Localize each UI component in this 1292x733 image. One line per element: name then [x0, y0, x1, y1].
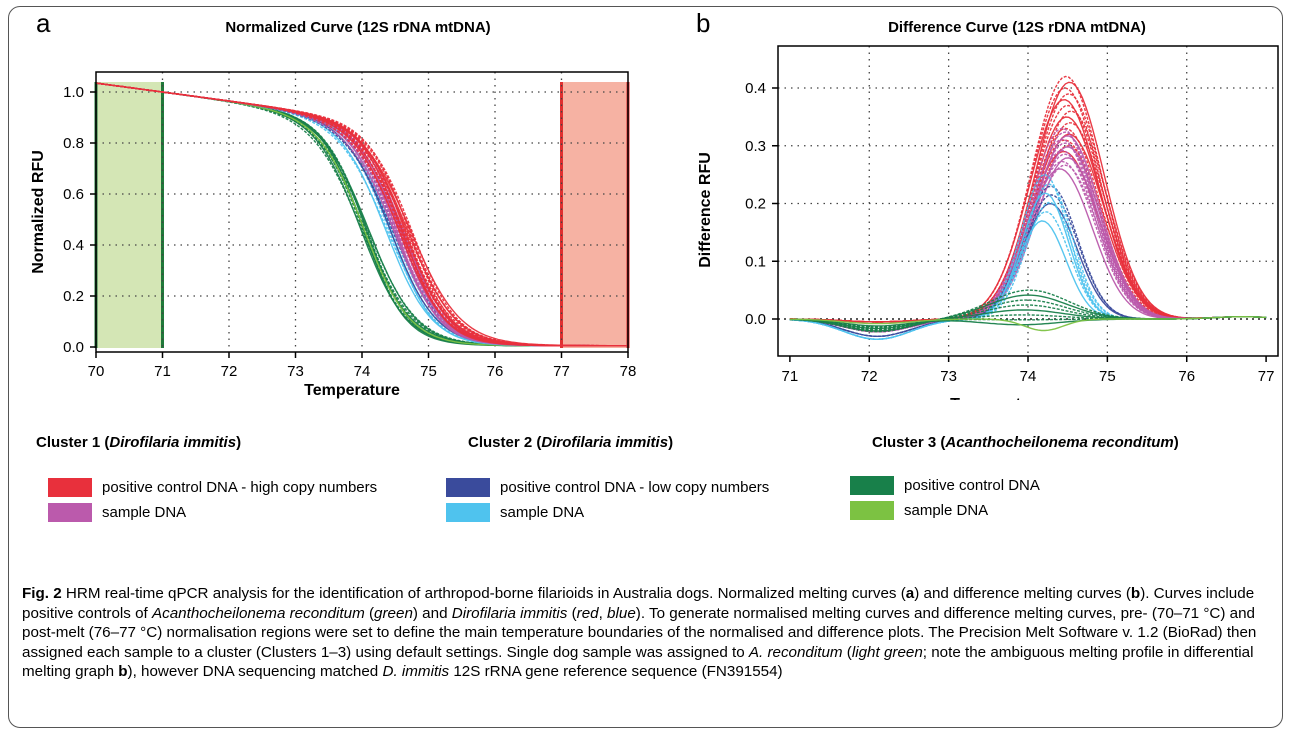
y-tick-label: 0.4 [63, 237, 84, 254]
x-tick-label: 72 [221, 363, 238, 380]
x-tick-label: 76 [487, 363, 504, 380]
caption-fragment: b [118, 663, 128, 680]
y-axis-label: Difference RFU [697, 152, 714, 268]
figure-frame [8, 6, 1283, 728]
caption-fragment: ( [364, 604, 375, 622]
difference-curves [789, 75, 1267, 340]
legend-swatch-light-green [850, 501, 894, 520]
x-tick-label: 77 [553, 363, 570, 380]
x-tick-label: 77 [1258, 368, 1275, 385]
y-tick-label: 0.0 [745, 311, 766, 328]
caption-label: Fig. 2 [22, 585, 62, 602]
cluster-2-title: Cluster 2 (Dirofilaria immitis) [468, 434, 674, 451]
y-tick-label: 0.0 [63, 339, 84, 356]
caption-fragment: HRM real-time qPCR analysis for the iden… [61, 585, 906, 602]
x-tick-label: 76 [1178, 368, 1195, 385]
caption-fragment: ), however DNA sequencing matched [127, 663, 383, 680]
x-tick-label: 73 [287, 363, 304, 380]
y-tick-label: 1.0 [63, 84, 84, 101]
legend-swatch-red [48, 478, 92, 497]
caption-fragment: ). To generate normalised melting curves… [22, 604, 1257, 661]
legend-label: positive control DNA [904, 477, 1040, 494]
y-tick-label: 0.3 [745, 138, 766, 155]
caption-fragment: blue [607, 604, 636, 622]
x-tick-label: 74 [1020, 368, 1037, 385]
legend-swatch-purple [48, 503, 92, 522]
caption-fragment: ( [567, 604, 577, 622]
caption-fragment: ) and difference melting curves ( [914, 585, 1131, 602]
caption-fragment: green [374, 604, 413, 622]
x-tick-label: 70 [88, 363, 105, 380]
caption-fragment: ; note the ambiguous melting profile in … [22, 643, 1254, 681]
series-line [95, 82, 628, 347]
y-tick-label: 0.6 [63, 186, 84, 203]
legend-swatch-blue [446, 478, 490, 497]
caption-fragment: Dirofilaria immitis [451, 604, 568, 622]
caption-fragment: A. reconditum [748, 643, 843, 661]
normalization-region-pre-melt [96, 82, 163, 348]
legend-swatch-cyan [446, 503, 490, 522]
caption-fragment: ). Curves include positive controls of [22, 585, 1255, 622]
x-tick-label: 78 [620, 363, 637, 380]
series-line [789, 75, 1267, 323]
legend-item-c3-sample: sample DNA [850, 501, 988, 520]
series-line [789, 316, 1267, 332]
figure-caption: Fig. 2 HRM real-time qPCR analysis for t… [22, 584, 1272, 682]
panel-a-letter: a [36, 8, 51, 38]
caption-fragment: ( [842, 643, 852, 661]
y-tick-label: 0.4 [745, 80, 766, 97]
caption-fragment: Acanthocheilonema reconditum [152, 604, 365, 622]
cluster-1-title: Cluster 1 (Dirofilaria immitis) [36, 434, 242, 451]
caption-fragment: ) and [412, 604, 452, 622]
panel-b-letter: b [696, 8, 711, 38]
x-tick-label: 75 [1099, 368, 1116, 385]
caption-fragment: b [1130, 585, 1141, 602]
series-line [789, 289, 1267, 333]
legend-item-c2-sample: sample DNA [446, 503, 584, 522]
legend-item-c3-positive: positive control DNA [850, 476, 1040, 495]
legend-label: sample DNA [904, 502, 989, 519]
legend-item-c1-sample: sample DNA [48, 503, 186, 522]
x-tick-label: 73 [940, 368, 957, 385]
legend-label: positive control DNA - low copy numbers [500, 479, 770, 496]
caption-fragment: light green [851, 643, 923, 661]
x-tick-label: 71 [782, 368, 799, 385]
legend-item-c1-positive: positive control DNA - high copy numbers [48, 478, 377, 497]
caption-fragment: 12S rRNA gene reference sequence (FN3915… [449, 663, 783, 680]
normalization-region-post-melt [561, 82, 628, 348]
x-tick-label: 75 [420, 363, 437, 380]
difference-curve-chart: 71 72 73 74 75 76 77 0.0 0.1 0.2 0.3 0.4 Temperature… [697, 45, 1279, 400]
x-tick-label: 72 [861, 368, 878, 385]
legend-label: sample DNA [102, 504, 187, 521]
legend-swatch-green [850, 476, 894, 495]
caption-fragment: D. immitis [382, 663, 450, 680]
caption-fragment: red [576, 604, 599, 622]
caption-fragment: a [905, 585, 915, 602]
legend-label: positive control DNA - high copy numbers [102, 479, 378, 496]
legend-item-c2-positive: positive control DNA - low copy numbers [446, 478, 769, 497]
x-tick-label: 74 [354, 363, 371, 380]
cluster-3-title: Cluster 3 (Acanthocheilonema reconditum) [872, 434, 1179, 451]
series-line [95, 82, 628, 347]
x-axis-label: Temperature [304, 382, 400, 399]
chart-a-title: Normalized Curve (12S rDNA mtDNA) [225, 19, 491, 36]
series-line [789, 173, 1267, 340]
caption-fragment: , [598, 604, 608, 622]
y-axis-label: Normalized RFU [30, 150, 47, 274]
series-line [95, 82, 628, 347]
y-tick-label: 0.1 [745, 253, 766, 270]
normalized-curve-chart: 70 71 72 73 74 75 76 77 78 0.0 0.2 0.4 0.6 0.8 1.0 Temp… [30, 71, 637, 399]
normalized-curves [95, 82, 628, 347]
y-tick-label: 0.2 [745, 196, 766, 213]
x-axis-label: Temperature [950, 396, 1046, 400]
y-tick-label: 0.2 [63, 288, 84, 305]
caption-text: HRM real-time qPCR analysis for the iden… [22, 585, 1256, 680]
y-tick-label: 0.8 [63, 135, 84, 152]
legend-label: sample DNA [500, 504, 585, 521]
chart-b-title: Difference Curve (12S rDNA mtDNA) [888, 19, 1146, 36]
x-tick-label: 71 [154, 363, 171, 380]
